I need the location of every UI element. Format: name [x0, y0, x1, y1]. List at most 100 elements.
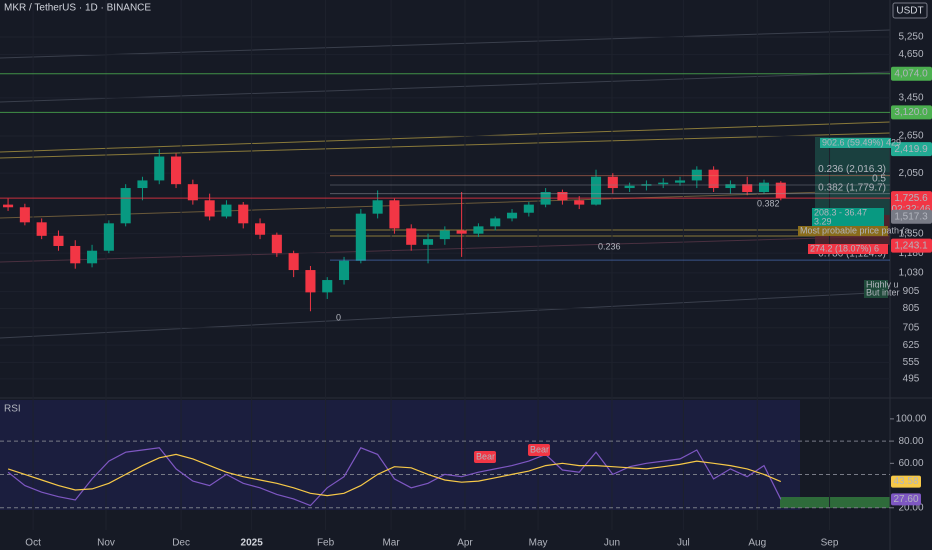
candle-body [53, 235, 64, 246]
currency-label[interactable]: USDT [896, 6, 923, 17]
annotation: 208.3 - 36.47 [814, 207, 867, 217]
fib-label: 0.236 (2,016.3) [818, 164, 886, 175]
candle-body [523, 204, 534, 213]
trend-lines [0, 29, 891, 339]
candle-body [120, 188, 131, 224]
y-tick-label: 5,250 [898, 32, 923, 43]
y-tick-label: 1,030 [898, 267, 923, 278]
candle-body [221, 204, 232, 217]
candle-body [187, 184, 198, 201]
annotation-box [864, 288, 888, 298]
annotation: 0.236 [598, 241, 621, 251]
candle-body [322, 280, 333, 293]
y-tick-label: 4,650 [898, 49, 923, 60]
x-tick-label: Jul [677, 538, 690, 549]
y-tick-label: 805 [903, 303, 920, 314]
candle-body [557, 192, 568, 201]
candle-body [406, 228, 417, 245]
fib-label: 0.5 [872, 174, 886, 185]
candle-body [338, 260, 350, 281]
x-tick-label: Aug [748, 538, 766, 549]
annotation: 3.29 [814, 216, 832, 226]
currency-button[interactable] [892, 2, 928, 19]
x-tick-label: Nov [97, 538, 115, 549]
annotation: Highly u [866, 279, 899, 289]
candle-body [288, 253, 299, 271]
annotation: 0 [336, 312, 341, 322]
annotation-box [798, 226, 888, 236]
annotation-box [808, 244, 888, 254]
rsi-tag [891, 475, 921, 488]
y-tick-label: 905 [903, 286, 920, 297]
annotation: But inter [866, 287, 900, 297]
candle-body [758, 182, 770, 193]
rsi-tick-label: 20.00 [898, 502, 923, 513]
price-tag-label: 1,725.6 [894, 193, 928, 204]
annotation-box [820, 138, 891, 148]
price-tag [891, 191, 932, 216]
rsi-tag [891, 493, 921, 506]
y-tick-label: 625 [903, 340, 920, 351]
candle-body [19, 207, 30, 223]
rsi-tick-label: 100.00 [896, 414, 927, 425]
x-tick-label: May [529, 538, 548, 549]
rsi-tick-label: 80.00 [898, 436, 923, 447]
candle-body [658, 182, 669, 185]
x-tick-label: 2025 [241, 538, 264, 549]
price-tag [891, 238, 932, 253]
y-tick-label: 495 [903, 374, 920, 385]
annotation-box [812, 217, 884, 227]
rsi-zone [780, 497, 890, 508]
fib-label: 0.786 (1,124.9) [818, 249, 886, 260]
bear-box [528, 444, 550, 456]
price-tag-label: 4,074.0 [894, 68, 928, 79]
candle-body [103, 223, 114, 251]
rsi-tag-label: 27.60 [893, 494, 918, 505]
rsi-band [0, 400, 800, 510]
y-tick-label: 555 [903, 357, 920, 368]
candle-body [355, 213, 366, 261]
bear-box [474, 451, 496, 463]
candle-body [87, 250, 98, 264]
candle-body [238, 204, 249, 224]
annotation-box [812, 208, 884, 218]
y-tick-label: 3,450 [898, 92, 923, 103]
annotation-box [864, 280, 888, 290]
bear-label: Bear [476, 451, 495, 461]
candle-body [171, 156, 182, 185]
price-tag [891, 66, 932, 81]
candle-body [473, 226, 484, 234]
y-tick-label: 705 [903, 322, 920, 333]
price-tag-label: 2,419.9 [894, 144, 928, 155]
bear-label: Bear [530, 444, 549, 454]
x-tick-label: Sep [821, 538, 839, 549]
candle-body [3, 204, 14, 208]
candle-body [36, 222, 47, 236]
x-tick-label: Oct [25, 538, 41, 549]
candle-body [607, 176, 618, 189]
candle-body [725, 184, 736, 189]
price-tag [891, 209, 932, 224]
candle-body [691, 169, 702, 181]
price-tag [891, 142, 932, 157]
rsi-line [7, 453, 782, 497]
candle-body [204, 200, 215, 217]
candle-body [490, 218, 501, 227]
candle-body [70, 245, 81, 264]
annotation: 902.6 (59.49%) 429 [822, 137, 901, 147]
candle-body [624, 185, 635, 189]
price-tag-label: 3,120.0 [894, 107, 928, 118]
candle-body [590, 176, 602, 205]
countdown: 02:32:46 [892, 204, 931, 215]
candle-body [574, 200, 585, 205]
y-tick-label: 1,180 [898, 248, 923, 259]
annotation: 0.382 [757, 198, 780, 208]
candle-body [305, 270, 316, 293]
candle-body [506, 212, 518, 219]
price-tag-label: 1,243.1 [894, 240, 928, 251]
candle-body [137, 180, 148, 189]
price-tag [891, 105, 932, 120]
candle-body [708, 169, 719, 189]
x-tick-label: Dec [172, 538, 190, 549]
